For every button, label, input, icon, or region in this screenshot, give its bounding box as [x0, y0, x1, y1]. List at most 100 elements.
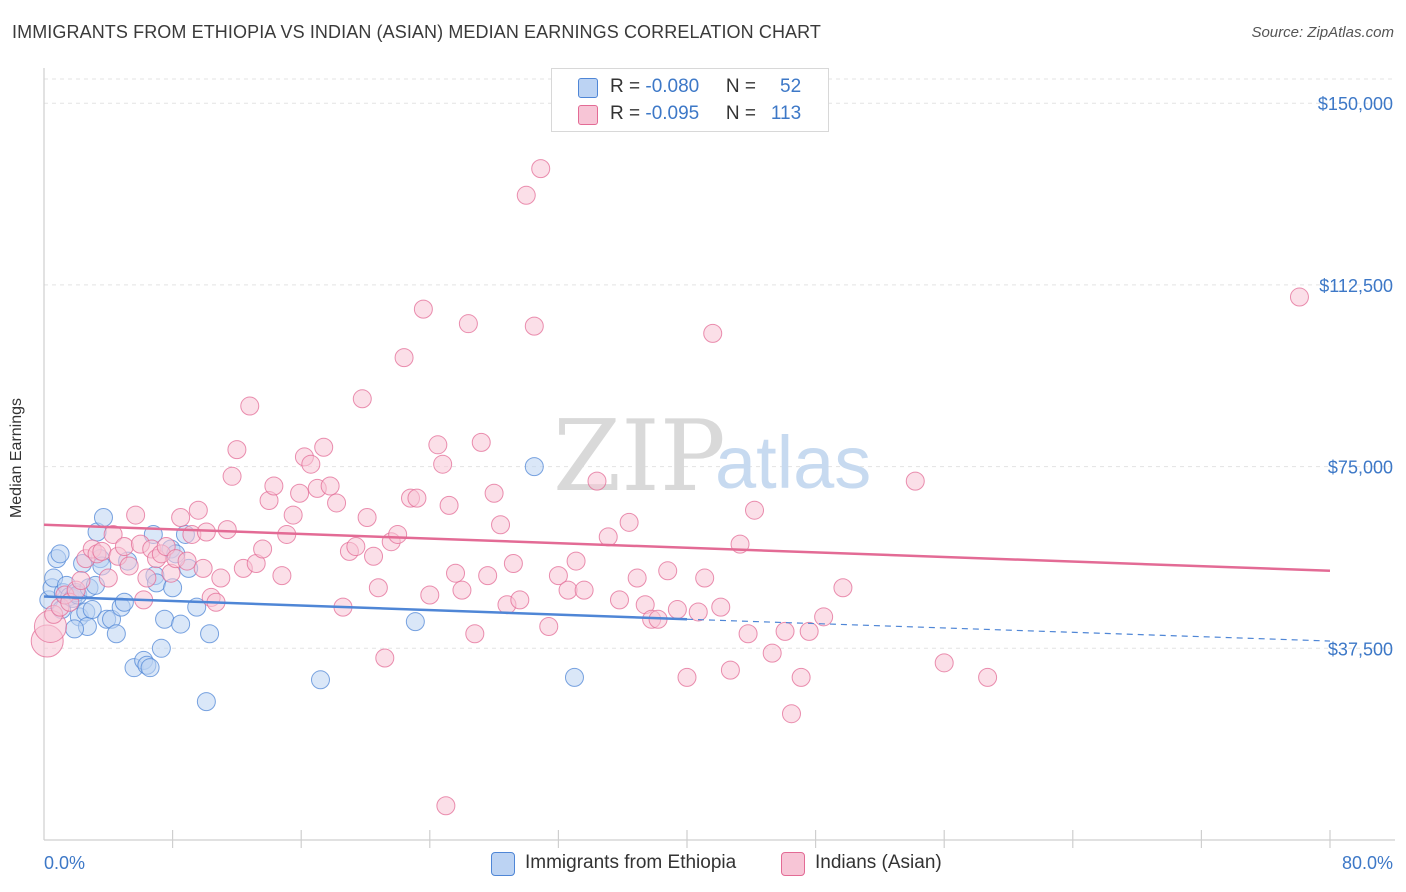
point-indians [103, 524, 123, 544]
legend-r-value: -0.095 [645, 103, 700, 124]
point-indians [264, 476, 284, 496]
point-indians [301, 454, 321, 474]
point-indians [745, 500, 765, 520]
point-indians [211, 568, 231, 588]
point-indians [491, 515, 511, 535]
point-ethiopia [140, 658, 160, 678]
point-indians [762, 643, 782, 663]
point-indians [598, 527, 618, 547]
correlation-legend: R = -0.080 N = 52 R = -0.095 N = 113 [551, 68, 829, 132]
point-indians [394, 348, 414, 368]
point-indians [905, 471, 925, 491]
bottom-legend-swatch-ethiopia [491, 852, 515, 876]
legend-r-value: -0.080 [645, 76, 700, 97]
point-indians [609, 590, 629, 610]
y-tick-label: $150,000 [1318, 94, 1393, 114]
point-indians [413, 299, 433, 319]
point-indians [388, 524, 408, 544]
trend-line-ethiopia-extension [686, 618, 1331, 642]
x-tick-label: 80.0% [1342, 853, 1393, 873]
point-indians [484, 483, 504, 503]
point-indians [574, 580, 594, 600]
point-indians [193, 558, 213, 578]
point-indians [428, 435, 448, 455]
bottom-legend-label-indians: Indians (Asian) [815, 852, 942, 873]
point-indians [587, 471, 607, 491]
point-indians [357, 507, 377, 527]
point-indians [314, 437, 334, 457]
legend-n-value: 113 [770, 103, 802, 124]
point-indians [711, 597, 731, 617]
legend-n-label: N = [725, 76, 762, 97]
point-indians [352, 389, 372, 409]
point-indians [775, 621, 795, 641]
point-indians [433, 454, 453, 474]
point-indians [177, 551, 197, 571]
legend-swatch-ethiopia [578, 78, 598, 98]
trend-lines [43, 523, 1331, 642]
point-indians [791, 667, 811, 687]
point-indians [667, 600, 687, 620]
point-indians [98, 568, 118, 588]
point-indians [627, 568, 647, 588]
point-indians [471, 432, 491, 452]
point-indians [222, 466, 242, 486]
y-tick-label: $75,000 [1328, 458, 1393, 478]
point-indians [217, 520, 237, 540]
point-ethiopia [65, 619, 85, 639]
point-indians [934, 653, 954, 673]
legend-r-label: R = [610, 76, 646, 97]
point-ethiopia [196, 692, 216, 712]
point-ethiopia [200, 624, 220, 644]
point-indians [420, 585, 440, 605]
point-indians [677, 667, 697, 687]
point-indians [539, 617, 559, 637]
point-indians [458, 314, 478, 334]
point-ethiopia [310, 670, 330, 690]
point-ethiopia [155, 609, 175, 629]
point-indians [71, 570, 91, 590]
point-indians [452, 580, 472, 600]
point-indians [524, 316, 544, 336]
point-ethiopia [405, 612, 425, 632]
point-indians [814, 607, 834, 627]
point-indians [978, 667, 998, 687]
point-indians [227, 440, 247, 460]
legend-n-value: 52 [780, 76, 802, 97]
point-indians [375, 648, 395, 668]
point-indians [619, 512, 639, 532]
point-indians [253, 539, 273, 559]
y-tick-labels: $37,500 $75,000 $112,500 $150,000 [1318, 94, 1393, 659]
point-indians [558, 580, 578, 600]
trend-line-ethiopia [43, 595, 688, 621]
trend-line-indians [43, 523, 1331, 573]
point-indians [720, 660, 740, 680]
source-label: Source: ZipAtlas.com [1251, 24, 1394, 41]
point-ethiopia [93, 507, 113, 527]
point-indians [368, 578, 388, 598]
watermark-atlas: atlas [715, 421, 871, 504]
point-ethiopia [524, 457, 544, 477]
point-indians [114, 537, 134, 557]
point-indians [1289, 287, 1309, 307]
point-ethiopia [171, 614, 191, 634]
point-indians [436, 796, 456, 816]
point-indians [688, 602, 708, 622]
point-indians [510, 590, 530, 610]
point-ethiopia [151, 638, 171, 658]
point-indians [478, 566, 498, 586]
watermark-zip: ZIP [553, 400, 726, 514]
point-ethiopia [50, 544, 70, 564]
point-indians [137, 568, 157, 588]
bottom-legend-swatch-indians [781, 852, 805, 876]
point-indians [566, 551, 586, 571]
point-indians [290, 483, 310, 503]
point-indians [799, 621, 819, 641]
point-indians [171, 507, 191, 527]
point-indians [516, 185, 536, 205]
point-indians [695, 568, 715, 588]
point-indians [531, 159, 551, 179]
legend-swatch-indians [578, 105, 598, 125]
point-indians [119, 556, 139, 576]
